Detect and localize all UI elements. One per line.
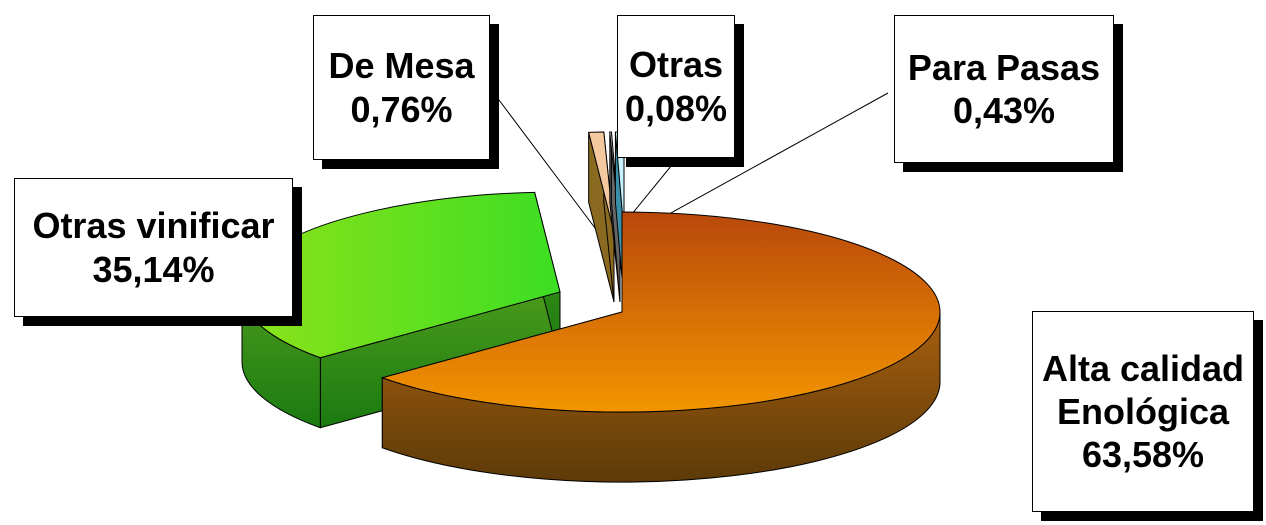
label-alta-line2: Enológica: [1056, 390, 1230, 432]
label-otras-line1: Otras: [628, 44, 724, 86]
leader-line: [489, 87, 599, 233]
data-label-otras-vinificar: Otras vinificar 35,14%: [14, 178, 293, 317]
data-label-para-pasas: Para Pasas 0,43%: [894, 15, 1114, 163]
label-alta-line1: Alta calidad: [1041, 347, 1245, 389]
label-vinificar-pct: 35,14%: [92, 248, 215, 290]
slice-alta-calidad-enol-gica: [380, 211, 941, 483]
label-otras-pct: 0,08%: [624, 87, 728, 129]
slice-top: [380, 211, 941, 413]
pie-slices: [241, 131, 941, 483]
label-vinificar-line1: Otras vinificar: [32, 205, 275, 247]
data-label-otras: Otras 0,08%: [617, 15, 735, 158]
label-pasas-line1: Para Pasas: [907, 46, 1101, 88]
slice-de-mesa: [588, 131, 615, 303]
label-alta-pct: 63,58%: [1081, 434, 1205, 476]
data-label-de-mesa: De Mesa 0,76%: [313, 15, 490, 160]
label-pasas-pct: 0,43%: [952, 90, 1056, 131]
label-mesa-pct: 0,76%: [350, 88, 453, 130]
slice-otras-vinificar: [241, 191, 561, 429]
label-mesa-line1: De Mesa: [328, 45, 475, 87]
slice-top: [588, 131, 615, 233]
data-label-alta-calidad: Alta calidad Enológica 63,58%: [1032, 311, 1254, 512]
